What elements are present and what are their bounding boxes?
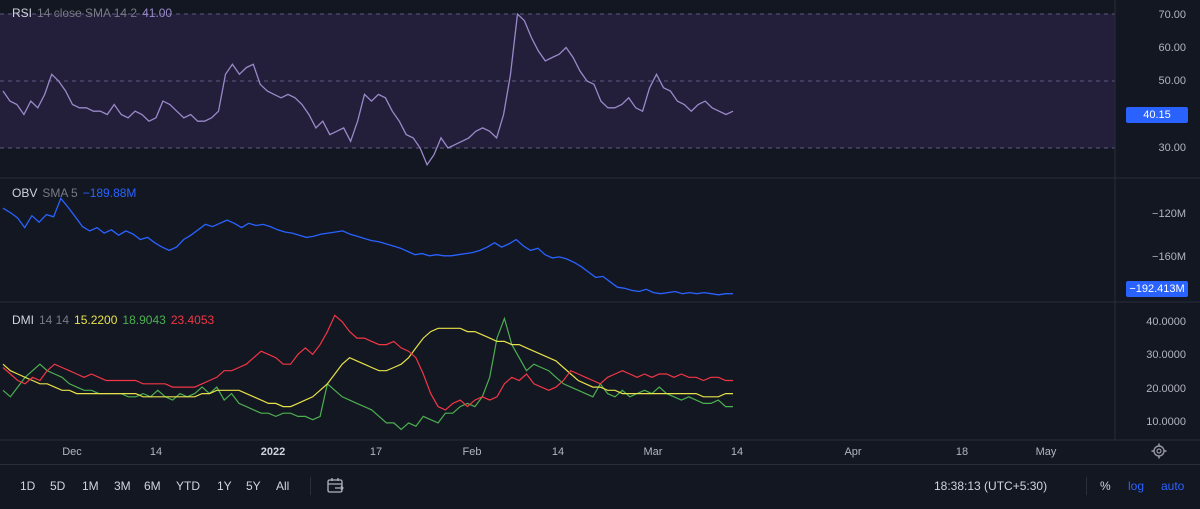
- time-axis-label: 14: [551, 446, 565, 458]
- rsi-legend[interactable]: RSI 14 close SMA 14 2 41.00: [12, 6, 172, 20]
- obv-scale-label: −160M: [1152, 251, 1186, 263]
- dmi-plus-line: [2, 327, 733, 408]
- obv-legend[interactable]: OBV SMA 5 −189.88M: [12, 186, 136, 200]
- gear-icon[interactable]: [1151, 443, 1167, 459]
- range-button-1m[interactable]: 1M: [82, 479, 99, 493]
- range-button-1d[interactable]: 1D: [20, 479, 36, 493]
- range-button-5d[interactable]: 5D: [50, 479, 66, 493]
- dmi-scale-label: 40.0000: [1146, 316, 1186, 328]
- toolbar-divider: [310, 477, 311, 495]
- rsi-args: 14 close SMA 14 2: [37, 6, 138, 20]
- time-axis-label: Mar: [643, 446, 663, 458]
- rsi-scale-label: 60.00: [1158, 42, 1186, 54]
- auto-toggle[interactable]: auto: [1161, 479, 1185, 493]
- rsi-scale-label: 50.00: [1158, 75, 1186, 87]
- obv-value: −189.88M: [82, 186, 137, 200]
- time-axis-label: Feb: [462, 446, 482, 458]
- clock-display[interactable]: 18:38:13 (UTC+5:30): [934, 479, 1048, 493]
- time-axis-label: Apr: [844, 446, 862, 458]
- range-button-6m[interactable]: 6M: [144, 479, 161, 493]
- dmi-scale-label: 20.0000: [1146, 383, 1186, 395]
- dmi-adx-value: 18.9043: [122, 313, 166, 327]
- time-axis-label: Dec: [62, 446, 82, 458]
- dmi-plus-value: 15.2200: [74, 313, 118, 327]
- rsi-current-tag: 40.15: [1126, 107, 1188, 123]
- rsi-title: RSI: [12, 6, 33, 20]
- time-axis-label: 17: [369, 446, 383, 458]
- range-button-1y[interactable]: 1Y: [217, 479, 232, 493]
- rsi-value: 41.00: [142, 6, 173, 20]
- obv-args: SMA 5: [42, 186, 78, 200]
- dmi-scale-label: 10.0000: [1146, 416, 1186, 428]
- toolbar-divider: [1086, 477, 1087, 495]
- obv-current-tag: −192.413M: [1126, 281, 1188, 297]
- goto-date-icon[interactable]: [326, 477, 346, 495]
- rsi-line: [2, 12, 734, 167]
- time-axis-label: 14: [730, 446, 744, 458]
- dmi-legend[interactable]: DMI 14 14 15.2200 18.9043 23.4053: [12, 313, 214, 327]
- dmi-title: DMI: [12, 313, 34, 327]
- dmi-scale-label: 30.0000: [1146, 349, 1186, 361]
- dmi-minus-value: 23.4053: [170, 313, 215, 327]
- time-axis-label: 2022: [260, 446, 286, 458]
- obv-line: [2, 197, 733, 296]
- time-axis-label: May: [1035, 446, 1057, 458]
- range-button-3m[interactable]: 3M: [114, 479, 131, 493]
- range-button-5y[interactable]: 5Y: [246, 479, 261, 493]
- dmi-minus-line: [2, 314, 733, 411]
- range-button-all[interactable]: All: [276, 479, 290, 493]
- obv-title: OBV: [12, 186, 38, 200]
- dmi-adx-line: [2, 316, 733, 431]
- range-button-ytd[interactable]: YTD: [176, 479, 200, 493]
- time-axis-label: 14: [149, 446, 163, 458]
- rsi-scale-label: 30.00: [1158, 142, 1186, 154]
- log-toggle[interactable]: log: [1128, 479, 1145, 493]
- dmi-args: 14 14: [39, 313, 70, 327]
- obv-scale-label: −120M: [1152, 208, 1186, 220]
- percent-toggle[interactable]: %: [1100, 479, 1111, 493]
- time-axis-label: 18: [955, 446, 969, 458]
- rsi-scale-label: 70.00: [1158, 9, 1186, 21]
- chart-canvas[interactable]: [0, 0, 1200, 464]
- bottom-toolbar: 1D 5D 1M 3M 6M YTD 1Y 5Y All 18:38:13 (U…: [0, 464, 1200, 509]
